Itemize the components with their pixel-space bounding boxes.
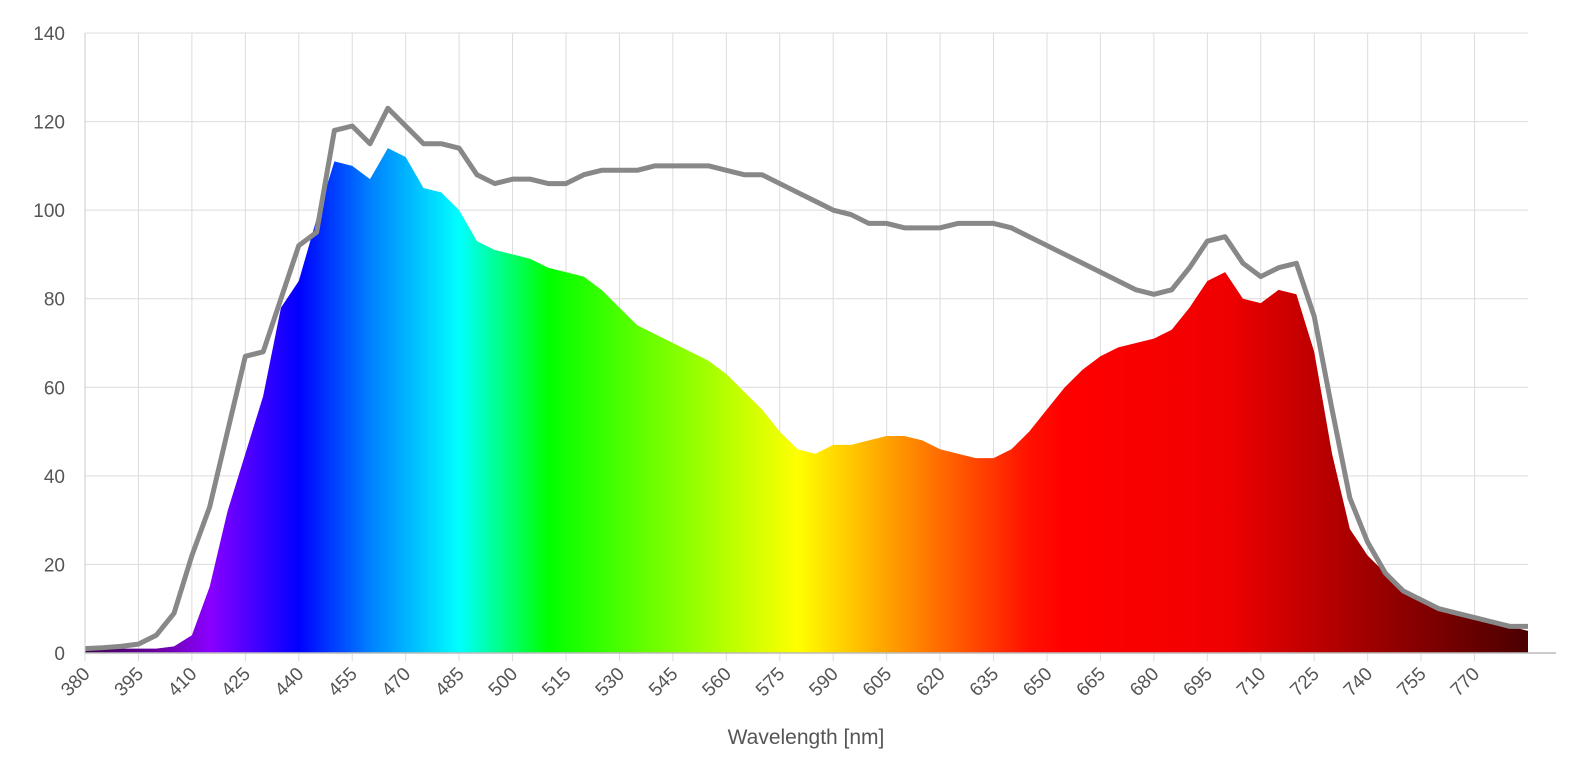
x-tick-label: 470 bbox=[378, 664, 415, 701]
spectrum-area bbox=[85, 148, 1528, 653]
x-tick-label: 710 bbox=[1233, 664, 1270, 701]
x-tick-label: 635 bbox=[966, 664, 1003, 701]
x-tick-label: 455 bbox=[324, 664, 361, 701]
x-tick-label: 725 bbox=[1286, 664, 1323, 701]
x-tick-label: 740 bbox=[1340, 664, 1377, 701]
x-tick-label: 515 bbox=[538, 664, 575, 701]
y-tick-label: 60 bbox=[44, 378, 65, 399]
x-tick-label: 650 bbox=[1019, 664, 1056, 701]
y-tick-label: 20 bbox=[44, 555, 65, 576]
y-tick-label: 40 bbox=[44, 467, 65, 488]
x-tick-label: 410 bbox=[164, 664, 201, 701]
x-tick-label: 695 bbox=[1180, 664, 1217, 701]
x-tick-label: 530 bbox=[592, 664, 629, 701]
x-tick-label: 500 bbox=[485, 664, 522, 701]
x-tick-label: 680 bbox=[1126, 664, 1163, 701]
x-tick-label: 605 bbox=[859, 664, 896, 701]
x-tick-label: 620 bbox=[912, 664, 949, 701]
x-tick-label: 590 bbox=[805, 664, 842, 701]
x-tick-label: 575 bbox=[752, 664, 789, 701]
x-tick-label: 380 bbox=[57, 664, 94, 701]
x-tick-label: 560 bbox=[699, 664, 736, 701]
x-tick-label: 665 bbox=[1073, 664, 1110, 701]
x-tick-label: 440 bbox=[271, 664, 308, 701]
x-axis-label: Wavelength [nm] bbox=[728, 726, 885, 749]
y-tick-label: 100 bbox=[33, 201, 65, 222]
x-tick-label: 425 bbox=[218, 664, 255, 701]
x-tick-label: 755 bbox=[1393, 664, 1430, 701]
x-tick-label: 485 bbox=[431, 664, 468, 701]
y-tick-label: 140 bbox=[33, 24, 65, 45]
y-tick-label: 80 bbox=[44, 290, 65, 311]
x-tick-label: 770 bbox=[1447, 664, 1484, 701]
y-tick-label: 0 bbox=[54, 644, 65, 665]
x-tick-label: 395 bbox=[111, 664, 148, 701]
x-tick-label: 545 bbox=[645, 664, 682, 701]
y-tick-label: 120 bbox=[33, 113, 65, 134]
reference-line bbox=[84, 105, 1528, 652]
